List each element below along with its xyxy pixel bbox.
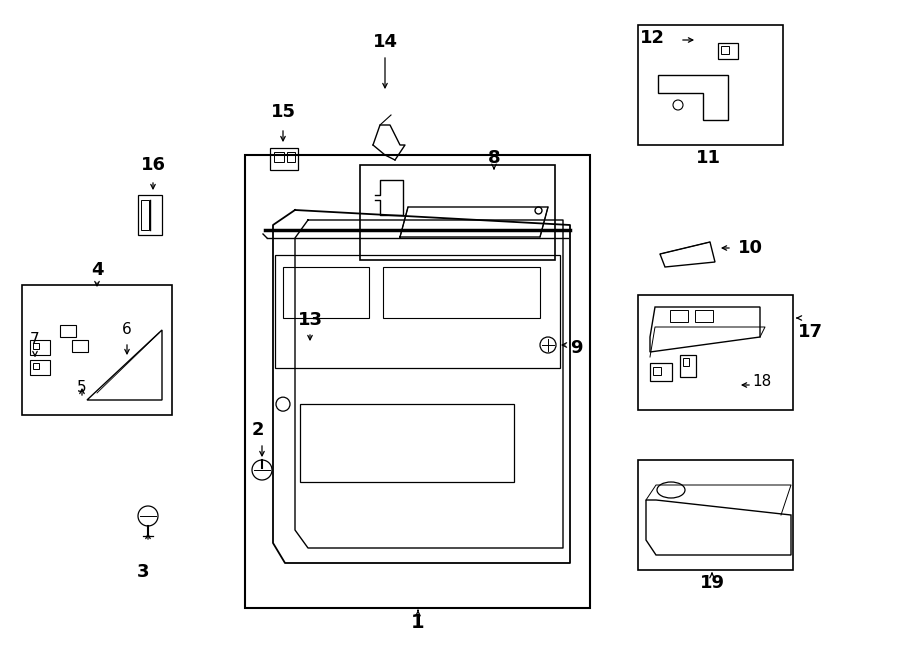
Text: 7: 7: [31, 332, 40, 348]
Text: 19: 19: [699, 574, 725, 592]
Text: 5: 5: [77, 381, 86, 395]
Text: 10: 10: [737, 239, 762, 257]
Bar: [283, 267, 368, 318]
Bar: [360, 165, 555, 260]
Bar: [680, 355, 696, 377]
Text: 18: 18: [752, 375, 771, 389]
Bar: [33, 363, 39, 369]
Bar: [22, 285, 172, 415]
Text: 15: 15: [271, 103, 295, 121]
Text: 1: 1: [411, 613, 425, 631]
Bar: [275, 255, 560, 368]
Bar: [300, 404, 514, 482]
Bar: [638, 295, 793, 410]
Bar: [718, 43, 738, 59]
Bar: [138, 195, 162, 235]
Text: 2: 2: [252, 421, 265, 439]
Text: 11: 11: [696, 149, 721, 167]
Text: 9: 9: [570, 339, 582, 357]
Bar: [650, 363, 672, 381]
Text: 3: 3: [137, 563, 149, 581]
Text: 16: 16: [140, 156, 166, 174]
Text: 8: 8: [488, 149, 500, 167]
Bar: [33, 343, 39, 349]
Bar: [30, 340, 50, 355]
Bar: [683, 358, 689, 366]
Text: 12: 12: [640, 29, 664, 47]
Bar: [653, 367, 661, 375]
Bar: [287, 152, 295, 162]
Bar: [270, 148, 298, 170]
Bar: [72, 340, 88, 352]
Bar: [670, 310, 688, 322]
Text: 17: 17: [797, 323, 823, 341]
Bar: [382, 267, 539, 318]
Bar: [638, 460, 793, 570]
Bar: [721, 46, 729, 54]
Text: 4: 4: [91, 261, 104, 279]
Bar: [695, 310, 713, 322]
Bar: [638, 25, 783, 145]
Bar: [245, 155, 590, 608]
Text: 14: 14: [373, 33, 398, 51]
Text: 13: 13: [298, 311, 322, 329]
Bar: [141, 200, 149, 230]
Bar: [30, 360, 50, 375]
Text: 6: 6: [122, 323, 132, 338]
Bar: [60, 325, 76, 337]
Bar: [274, 152, 284, 162]
